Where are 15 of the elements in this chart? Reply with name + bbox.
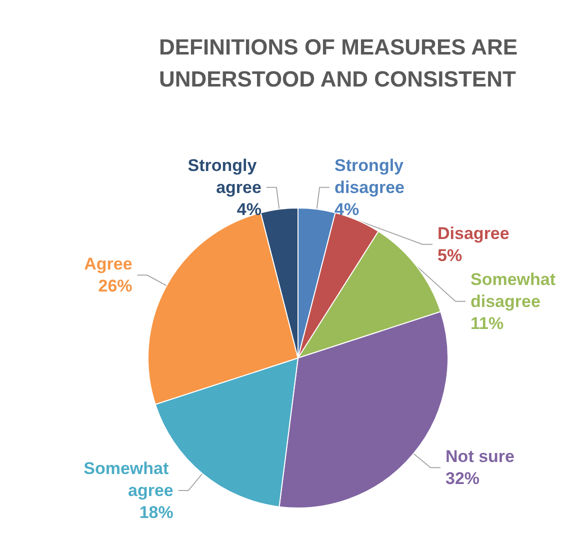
data-label: 26% bbox=[98, 276, 132, 296]
slice-label: Somewhat agree bbox=[84, 459, 174, 500]
slice-label: Agree bbox=[84, 254, 132, 274]
slice-label: Strongly agree bbox=[188, 156, 262, 197]
data-label: 4% bbox=[236, 200, 262, 219]
slice-label: Somewhat disagree bbox=[470, 270, 560, 311]
data-label: 18% bbox=[139, 503, 174, 522]
data-label: 11% bbox=[470, 314, 504, 333]
slice-label: Strongly disagree bbox=[334, 156, 408, 197]
data-label: 4% bbox=[334, 200, 360, 219]
data-label: 5% bbox=[438, 246, 462, 265]
chart-title: DEFINITIONS OF MEASURES ARE UNDERSTOOD AND CONSISTENT bbox=[159, 34, 524, 92]
data-label: 32% bbox=[446, 469, 480, 488]
slice-label: Disagree bbox=[438, 224, 510, 243]
slice-label: Not sure bbox=[446, 447, 514, 466]
